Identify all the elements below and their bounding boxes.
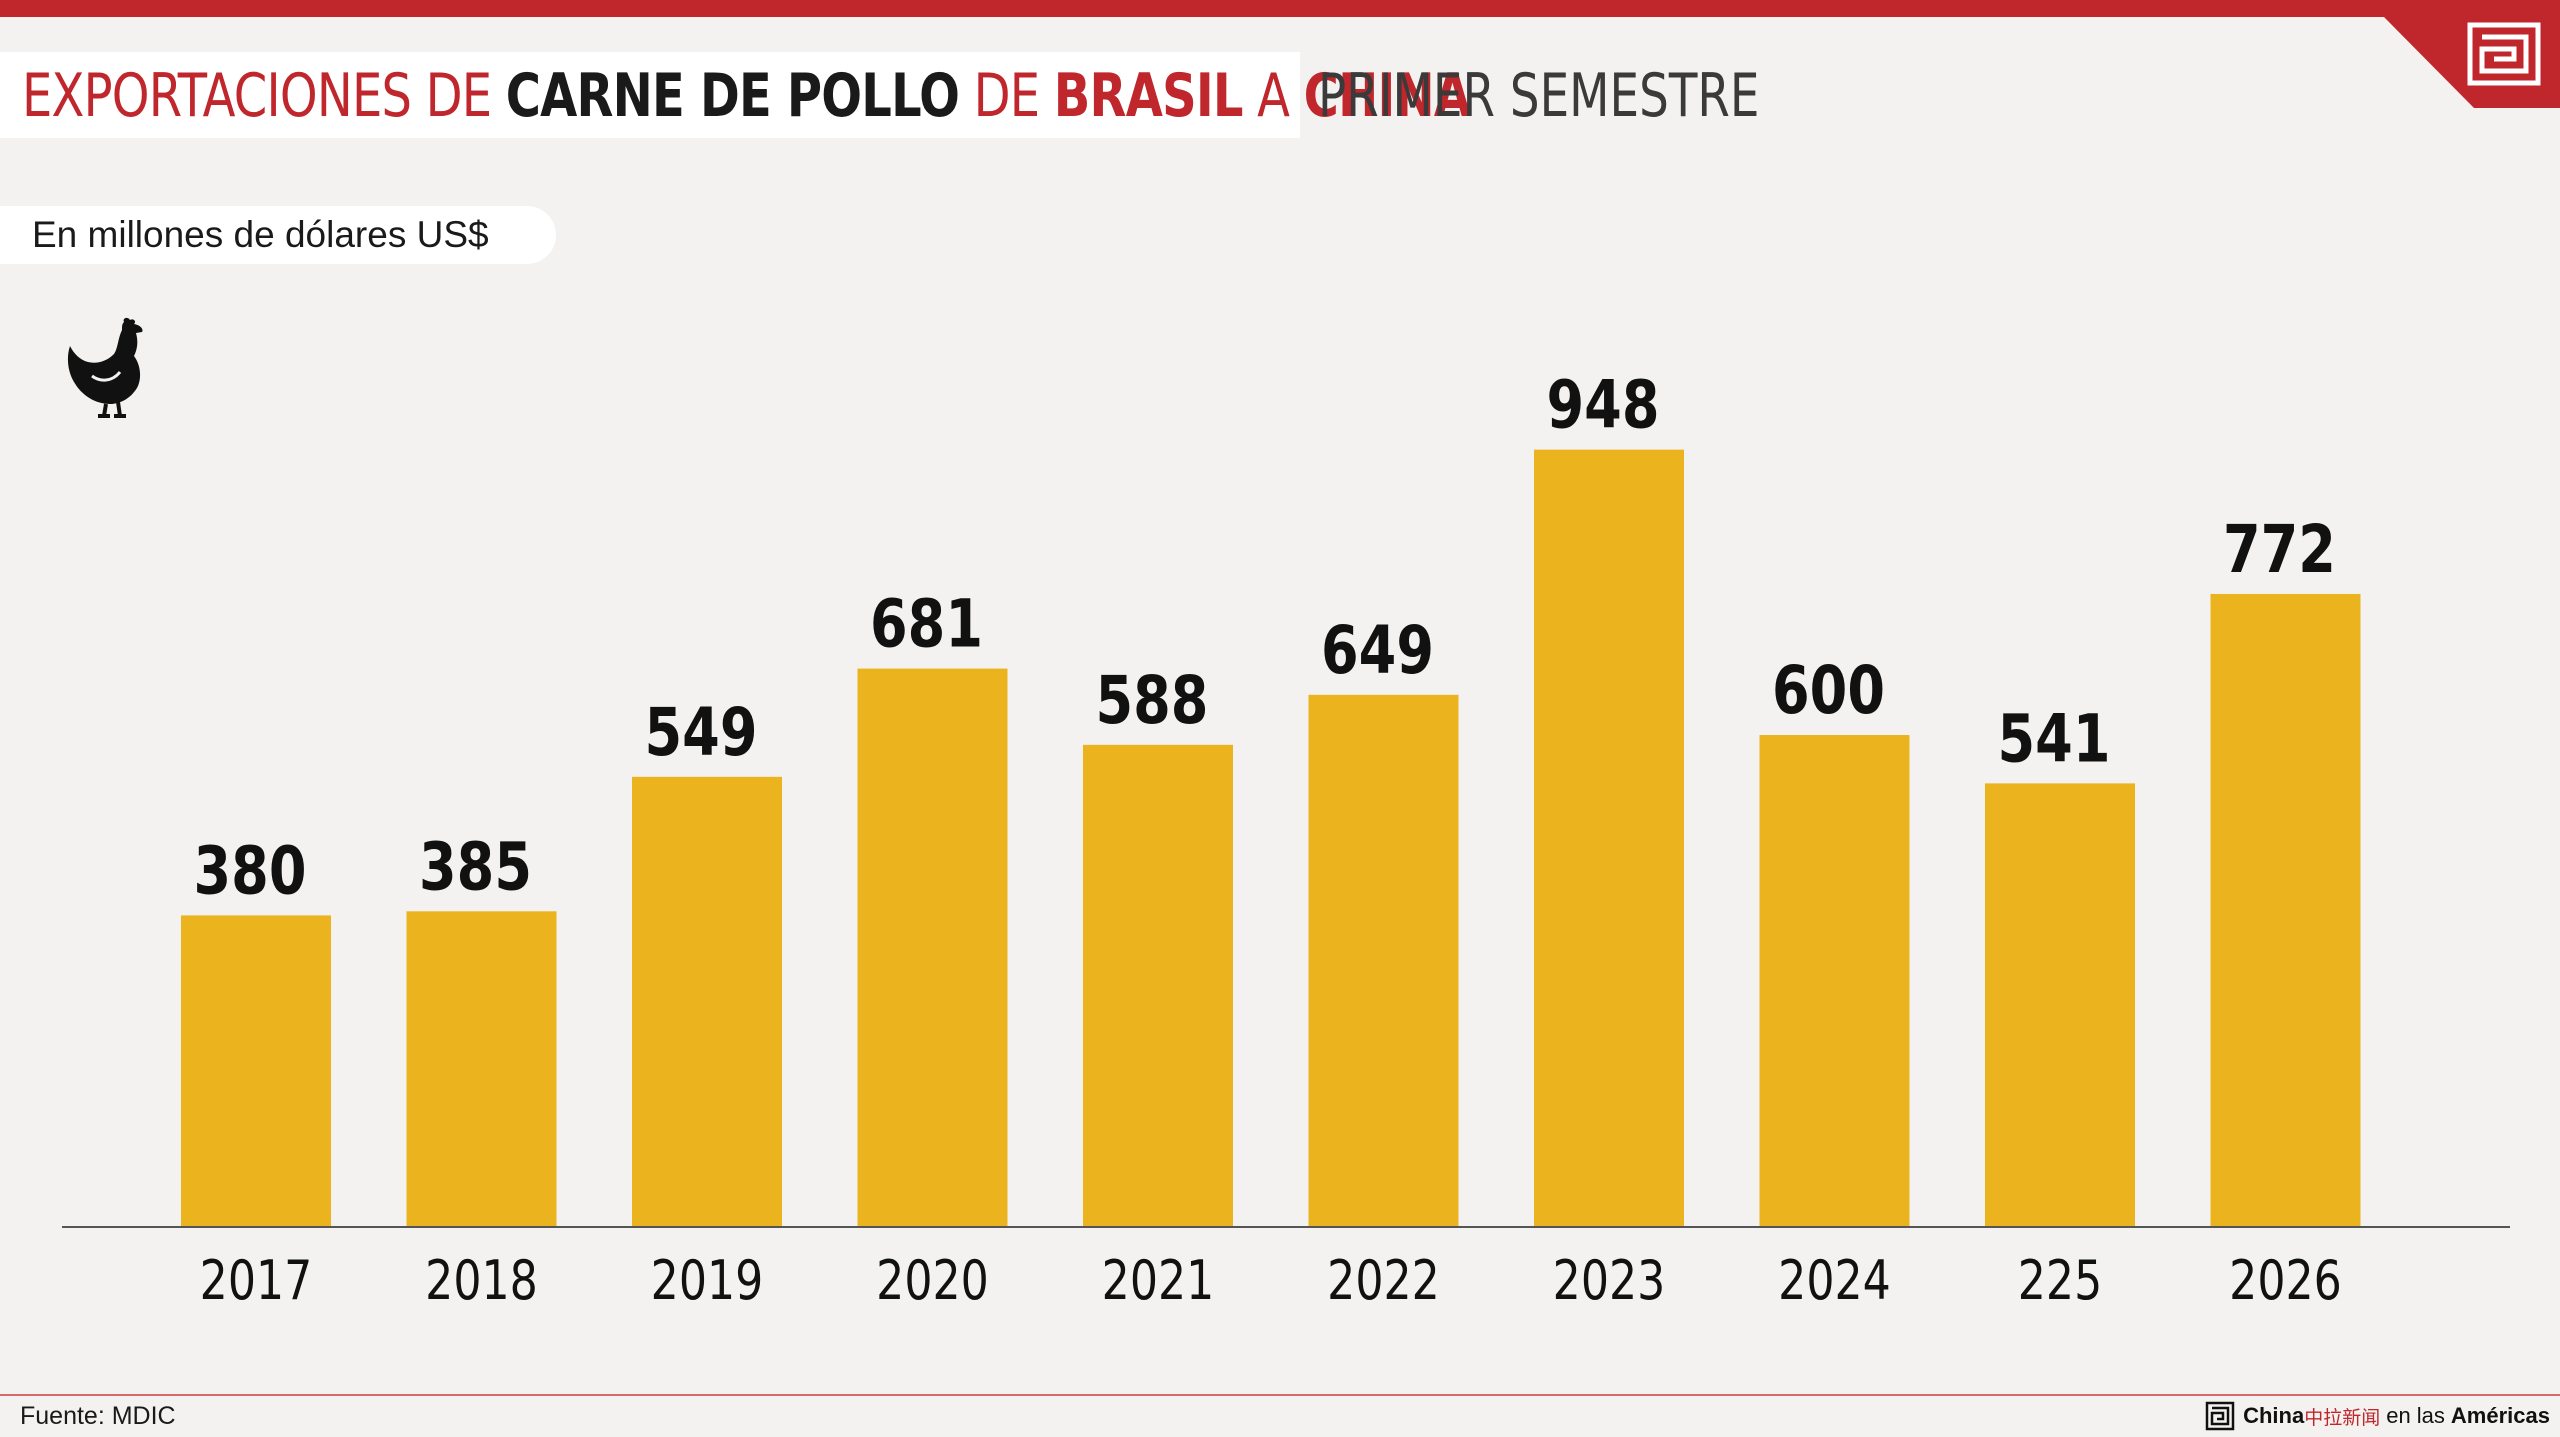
chart-subtitle: PRIMER SEMESTRE — [1318, 61, 1760, 131]
bar-2024 — [1759, 735, 1910, 1227]
brand-americas: Américas — [2450, 1403, 2550, 1428]
value-label-2021: 588 — [1096, 663, 1209, 740]
brand-en-las: en las — [2386, 1403, 2445, 1428]
bar-2026 — [2210, 593, 2361, 1227]
bar-2023 — [1534, 449, 1684, 1227]
units-label: En millones de dólares US$ — [32, 214, 489, 255]
value-label-2026: 772 — [2223, 512, 2336, 589]
value-label-2020: 681 — [870, 586, 983, 663]
value-label-2022: 649 — [1321, 613, 1434, 690]
source-note: Fuente: MDIC — [20, 1402, 176, 1430]
bar-chart: 380 2017 385 2018 549 2019 681 2020 588 2021 649 20… — [62, 367, 2510, 1312]
brand-chinese: 中拉新闻 — [2304, 1407, 2381, 1429]
x-tick-label-2017: 2017 — [200, 1249, 313, 1312]
value-label-2017: 380 — [194, 833, 307, 910]
x-tick-label-2018: 2018 — [425, 1249, 538, 1312]
value-label-2019: 549 — [645, 695, 758, 772]
x-tick-label-2023: 2023 — [1553, 1249, 1666, 1312]
value-label-2024: 600 — [1772, 653, 1885, 730]
chicken-icon — [67, 317, 143, 418]
corner-logo-icon — [2384, 17, 2560, 108]
x-tick-label-2020: 2020 — [876, 1249, 989, 1312]
value-label-2018: 385 — [419, 829, 532, 906]
brand-logo: China 中拉新闻 en las Américas — [2205, 1400, 2550, 1432]
bar-2017 — [181, 915, 331, 1227]
bar-2022 — [1308, 694, 1459, 1227]
units-pill — [0, 206, 556, 264]
x-tick-label-2021: 2021 — [1102, 1249, 1215, 1312]
x-tick-label-2026: 2026 — [2229, 1249, 2342, 1312]
value-label-225: 541 — [1998, 701, 2111, 778]
x-tick-label-225: 225 — [2018, 1249, 2102, 1312]
bar-2021 — [1083, 744, 1233, 1227]
bar-225 — [1985, 783, 2135, 1227]
bar-2018 — [406, 911, 557, 1227]
title-background — [0, 52, 1300, 138]
maze-logo-icon — [2205, 1401, 2235, 1431]
bar-2019 — [632, 776, 782, 1227]
x-tick-label-2024: 2024 — [1778, 1249, 1891, 1312]
bar-2020 — [857, 668, 1008, 1227]
x-tick-label-2022: 2022 — [1327, 1249, 1440, 1312]
brand-china: China — [2243, 1403, 2305, 1428]
top-accent-bar — [0, 0, 2560, 17]
x-tick-label-2019: 2019 — [651, 1249, 764, 1312]
value-label-2023: 948 — [1547, 367, 1660, 444]
chart-title: EXPORTACIONES DE CARNE DE POLLO DE BRASI… — [22, 61, 1471, 131]
footer-divider — [0, 1394, 2560, 1396]
